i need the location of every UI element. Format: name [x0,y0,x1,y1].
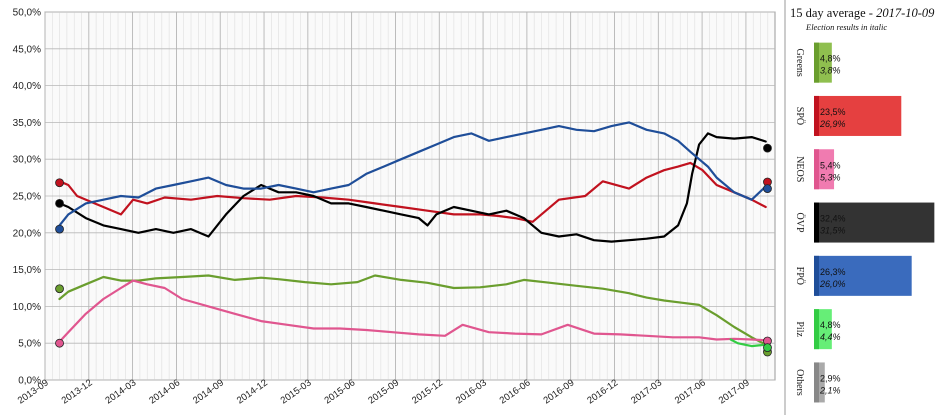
bar-result-label: 2,1% [819,385,841,395]
panel-subtitle: Election results in italic [805,22,887,32]
bar-edge [814,255,819,296]
bar-result-label: 31,5% [820,226,846,236]
bar-value-label: 32,4% [820,214,846,224]
y-tick-label: 45,0% [13,44,41,55]
panel-title-main: 15 day average - [790,6,876,20]
average-bar [814,202,935,243]
bar-edge [814,95,819,136]
bar-edge [814,309,819,350]
y-tick-label: 20,0% [13,228,41,239]
bar-party-label: FPÖ [794,267,806,285]
bar-result-label: 3,8% [820,66,841,76]
election-result-dot [55,224,64,234]
election-result-dot [55,284,64,294]
y-axis-ticks: 0,0% 5,0% 10,0% 15,0% 20,0% 25,0% 30,0% 35,0% 40… [13,8,41,387]
plot-area: 0,0% 5,0% 10,0% 15,0% 20,0% 25,0% 30,0% 35,0% 40… [13,8,776,406]
y-tick-label: 15,0% [13,265,41,276]
y-tick-label: 10,0% [13,302,41,313]
election-result-dot [55,198,64,208]
election-result-dot [763,143,772,153]
average-bar [814,362,825,403]
bar-party-label: ÖVP [794,213,806,233]
series-line-pilz [729,338,767,348]
major-gridlines [44,11,775,381]
bar-value-label: 26,3% [820,267,846,277]
bar-result-label: 26,9% [819,119,846,129]
average-bar [814,149,835,190]
election-result-dot [763,184,772,194]
election-result-dot [55,178,64,188]
y-tick-label: 40,0% [13,81,41,92]
bar-party-label: NEOS [794,156,805,182]
average-bars: Greens 4,8% 3,8% SPÖ 23,5% 26,9% NEOS 5,4% 5,3% Ö… [794,42,935,403]
series-line-greens [58,274,767,346]
y-tick-label: 30,0% [13,155,41,166]
bar-party-label: SPÖ [794,107,806,125]
bar-party-label: Others [794,369,805,396]
election-result-dots [55,143,772,357]
bar-edge [814,362,819,403]
bar-edge [814,42,819,83]
election-result-dot [763,343,772,353]
y-tick-label: 35,0% [13,118,41,129]
panel-title: 15 day average - 2017-10-09 [790,6,935,20]
bar-value-label: 4,8% [820,320,841,330]
y-tick-label: 5,0% [18,339,41,350]
bar-value-label: 2,9% [820,373,841,383]
bar-result-label: 26,0% [819,279,846,289]
side-panel: 15 day average - 2017-10-09 Election res… [784,0,935,415]
bar-party-label: Pilz [794,321,805,337]
series-line-neos [58,279,767,343]
bar-value-label: 5,4% [820,160,841,170]
y-tick-label: 25,0% [13,192,41,203]
series-lines [58,121,767,348]
bar-result-label: 4,4% [820,332,841,342]
bar-value-label: 23,5% [820,107,846,117]
panel-title-date: 2017-10-09 [876,6,935,20]
bar-value-label: 4,8% [820,54,841,64]
bar-edge [814,149,819,190]
average-bar [814,95,902,136]
bar-edge [814,202,819,243]
series-line-fp [58,121,767,227]
bar-party-label: Greens [794,48,805,76]
y-tick-label: 0,0% [18,376,41,387]
y-tick-label: 50,0% [13,8,41,19]
bar-result-label: 5,3% [820,172,841,182]
series-line-sp [58,161,767,223]
election-result-dot [55,338,64,348]
average-bar [814,255,912,296]
series-line-vp [58,132,767,243]
